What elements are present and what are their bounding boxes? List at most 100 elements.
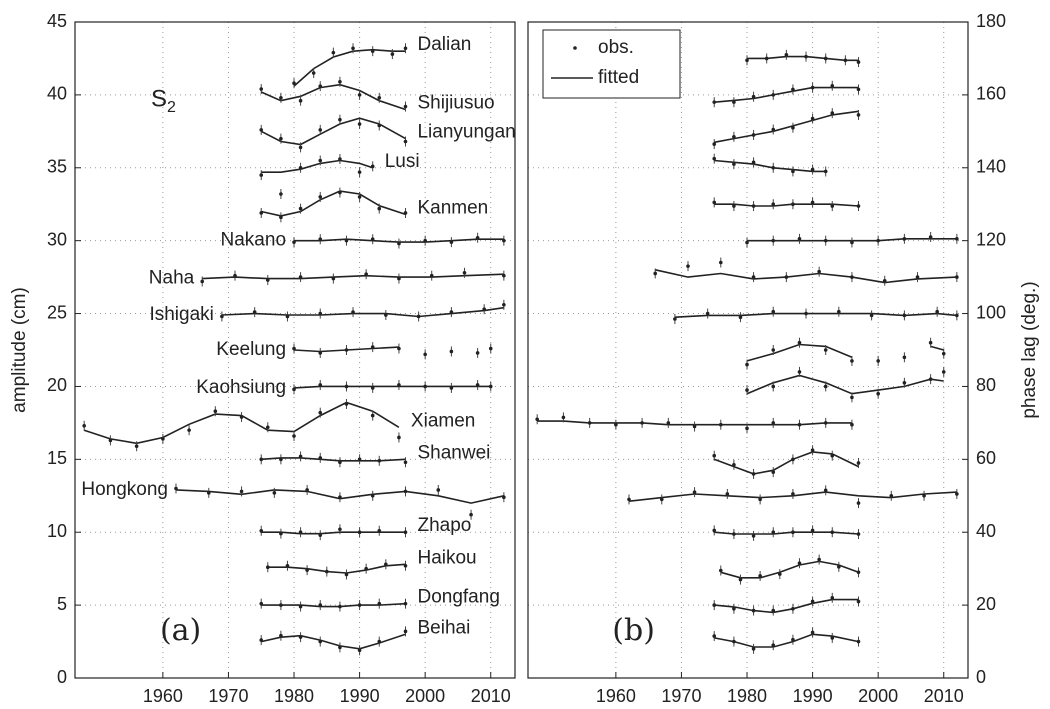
obs-point: [357, 195, 362, 199]
obs-point: [627, 497, 631, 502]
obs-point: [712, 100, 717, 104]
obs-point: [751, 160, 756, 165]
obs-point: [403, 489, 408, 494]
obs-point: [318, 237, 323, 242]
obs-point: [344, 402, 349, 406]
obs-point: [856, 532, 861, 536]
obs-point: [856, 570, 861, 575]
obs-point: [823, 421, 828, 425]
obs-point: [810, 85, 815, 90]
obs-point: [876, 359, 880, 363]
obs-point: [338, 117, 342, 122]
obs-point: [331, 276, 336, 281]
obs-point: [751, 133, 756, 137]
obs-point: [922, 493, 926, 498]
obs-point: [292, 240, 296, 244]
obs-point: [298, 454, 303, 459]
x-tick-label: 2010: [924, 686, 964, 706]
legend-label: obs.: [598, 37, 634, 58]
fitted-line: [260, 117, 406, 146]
obs-point: [239, 489, 244, 494]
obs-point: [502, 495, 506, 500]
obs-point: [751, 94, 756, 99]
obs-point: [856, 461, 861, 465]
obs-point: [830, 596, 835, 600]
y-tick-label: 45: [47, 11, 67, 31]
obs-point: [751, 647, 756, 651]
y-tick-label: 20: [976, 594, 996, 614]
obs-point: [771, 238, 776, 243]
obs-point: [850, 240, 854, 245]
obs-point: [305, 488, 309, 492]
obs-point: [338, 604, 342, 609]
obs-point: [751, 608, 756, 613]
annotation: S: [151, 85, 167, 112]
obs-point: [488, 384, 493, 389]
obs-point: [200, 279, 205, 284]
obs-point: [771, 384, 776, 389]
obs-point: [561, 415, 566, 420]
fitted-line: [261, 531, 406, 535]
obs-point: [377, 458, 382, 463]
obs-point: [791, 457, 795, 462]
obs-point: [370, 345, 375, 349]
obs-point: [285, 563, 290, 568]
obs-point: [843, 58, 848, 63]
obs-point: [370, 237, 375, 242]
annotation-sub: 2: [167, 99, 176, 116]
y-tick-label: 15: [47, 448, 67, 468]
legend-marker: [573, 46, 577, 50]
obs-point: [941, 370, 946, 374]
obs-point: [915, 275, 920, 279]
obs-point: [771, 421, 776, 425]
obs-point: [259, 528, 264, 533]
y-tick-label: 0: [57, 667, 67, 687]
obs-point: [364, 272, 368, 276]
obs-point: [856, 87, 861, 92]
obs-point: [673, 317, 677, 321]
obs-point: [423, 352, 427, 357]
fitted-line: [714, 203, 859, 207]
station-label: Naha: [149, 268, 195, 289]
obs-point: [318, 410, 323, 415]
obs-point: [338, 645, 342, 650]
fitted-line: [293, 385, 491, 389]
obs-point: [797, 340, 802, 345]
fitted-line: [714, 633, 859, 648]
obs-point: [876, 391, 880, 396]
obs-point: [797, 237, 802, 241]
obs-point: [344, 384, 349, 389]
obs-point: [403, 563, 408, 568]
obs-point: [161, 437, 165, 441]
obs-point: [902, 237, 907, 241]
obs-point: [318, 533, 323, 537]
obs-point: [377, 96, 382, 100]
obs-point: [856, 60, 861, 64]
obs-point: [292, 387, 296, 392]
y-tick-label: 100: [976, 302, 1006, 322]
fitted-line: [261, 190, 406, 217]
obs-point: [718, 260, 723, 265]
obs-point: [928, 377, 933, 381]
obs-point: [279, 192, 283, 196]
y-tick-label: 25: [47, 302, 67, 322]
obs-point: [712, 453, 717, 458]
obs-point: [338, 495, 342, 500]
obs-point: [751, 204, 756, 208]
obs-point: [810, 630, 815, 635]
station-label: Lianyungan: [417, 122, 515, 143]
obs-point: [856, 501, 861, 505]
obs-point: [384, 562, 388, 567]
obs-point: [732, 606, 736, 611]
obs-point: [817, 557, 821, 562]
fitted-line: [293, 48, 406, 87]
obs-point: [771, 348, 776, 352]
obs-point: [850, 359, 854, 363]
obs-point: [370, 413, 375, 418]
fitted-line: [267, 563, 406, 574]
obs-point: [449, 240, 454, 244]
obs-point: [732, 639, 736, 644]
obs-point: [955, 313, 959, 318]
obs-point: [357, 603, 362, 607]
obs-point: [285, 314, 290, 319]
